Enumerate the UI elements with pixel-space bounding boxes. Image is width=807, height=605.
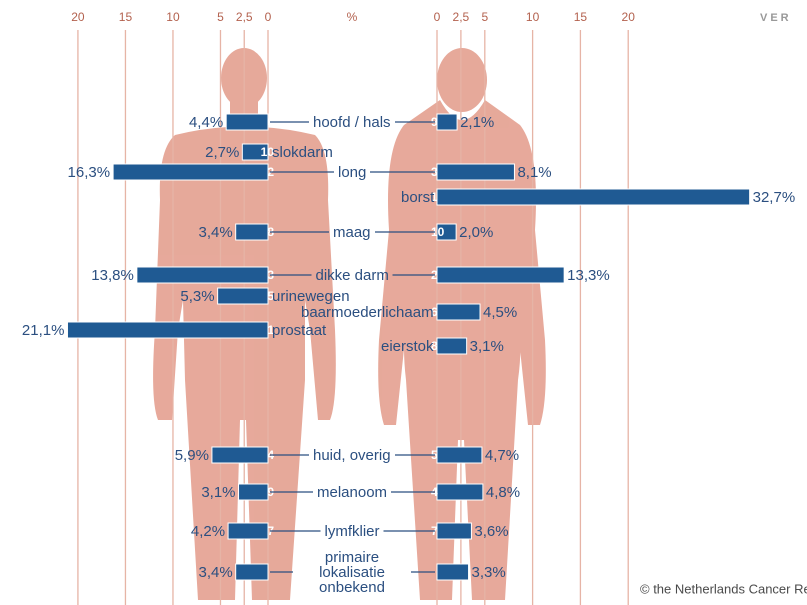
bar (137, 267, 268, 283)
x-tick-label: 5 (217, 10, 224, 24)
chart: % VER © the Netherlands Cancer Re 0 2,5 5 1… (0, 0, 807, 605)
bar (437, 267, 564, 283)
category-label: borst (401, 190, 434, 205)
x-tick-label: 20 (622, 10, 636, 24)
bar (113, 164, 268, 180)
value-label: 5,3% (180, 288, 214, 305)
value-label: 3,4% (198, 224, 232, 241)
value-label: 16,3% (68, 164, 111, 181)
value-label: 3,1% (470, 338, 504, 355)
bar (437, 484, 483, 500)
category-label: slokdarm (272, 145, 333, 160)
x-tick-label: 20 (71, 10, 85, 24)
value-label: 13,8% (91, 267, 134, 284)
x-tick-label: 10 (166, 10, 180, 24)
bar (437, 189, 750, 205)
bar (437, 564, 469, 580)
value-label: 4,5% (483, 304, 517, 321)
category-label: dikke darm (316, 268, 389, 283)
category-label: baarmoederlichaam (301, 305, 434, 320)
page: % VER © the Netherlands Cancer Re 0 2,5 5 1… (0, 0, 807, 605)
value-label: 13,3% (567, 267, 610, 284)
value-label: 8,1% (517, 164, 551, 181)
x-tick-label: 2,5 (236, 10, 253, 24)
value-label: 3,1% (201, 484, 235, 501)
value-label: 4,7% (485, 447, 519, 464)
x-tick-label: 0 (434, 10, 441, 24)
bar (437, 338, 467, 354)
value-label: 2,1% (460, 114, 494, 131)
bar (437, 523, 471, 539)
bar (226, 114, 268, 130)
category-label: long (338, 165, 366, 180)
corner-text: VER (760, 12, 792, 24)
bar (236, 564, 268, 580)
value-label: 4,4% (189, 114, 223, 131)
value-label: 32,7% (753, 189, 796, 206)
value-label: 2,7% (205, 144, 239, 161)
value-label: 3,3% (472, 564, 506, 581)
x-tick-label: 15 (119, 10, 133, 24)
x-tick-label: 2,5 (453, 10, 470, 24)
value-label: 4,8% (486, 484, 520, 501)
bar (212, 447, 268, 463)
bar (236, 224, 268, 240)
category-label: urinewegen (272, 289, 350, 304)
category-label: hoofd / hals (313, 115, 391, 130)
x-tick-label: 5 (481, 10, 488, 24)
category-label: eierstok (381, 339, 434, 354)
x-tick-label: 10 (526, 10, 540, 24)
bar (239, 484, 268, 500)
value-label: 3,6% (474, 523, 508, 540)
category-label: lymfklier (325, 524, 380, 539)
bar (67, 322, 268, 338)
category-label: maag (333, 225, 371, 240)
bar (437, 304, 480, 320)
value-label: 2,0% (459, 224, 493, 241)
category-label: melanoom (317, 485, 387, 500)
x-tick-label: 0 (265, 10, 272, 24)
value-label: 3,4% (198, 564, 232, 581)
x-tick-label: 15 (574, 10, 588, 24)
category-label: huid, overig (313, 448, 391, 463)
bar (218, 288, 268, 304)
category-label: primaire lokalisatie onbekend (297, 550, 407, 595)
value-label: 4,2% (191, 523, 225, 540)
bar (437, 114, 457, 130)
bar (228, 523, 268, 539)
bar (437, 447, 482, 463)
axis-title: % (347, 10, 358, 24)
bar (437, 164, 514, 180)
value-label: 5,9% (175, 447, 209, 464)
credit: © the Netherlands Cancer Re (640, 581, 807, 596)
value-label: 21,1% (22, 322, 65, 339)
category-label: prostaat (272, 323, 326, 338)
